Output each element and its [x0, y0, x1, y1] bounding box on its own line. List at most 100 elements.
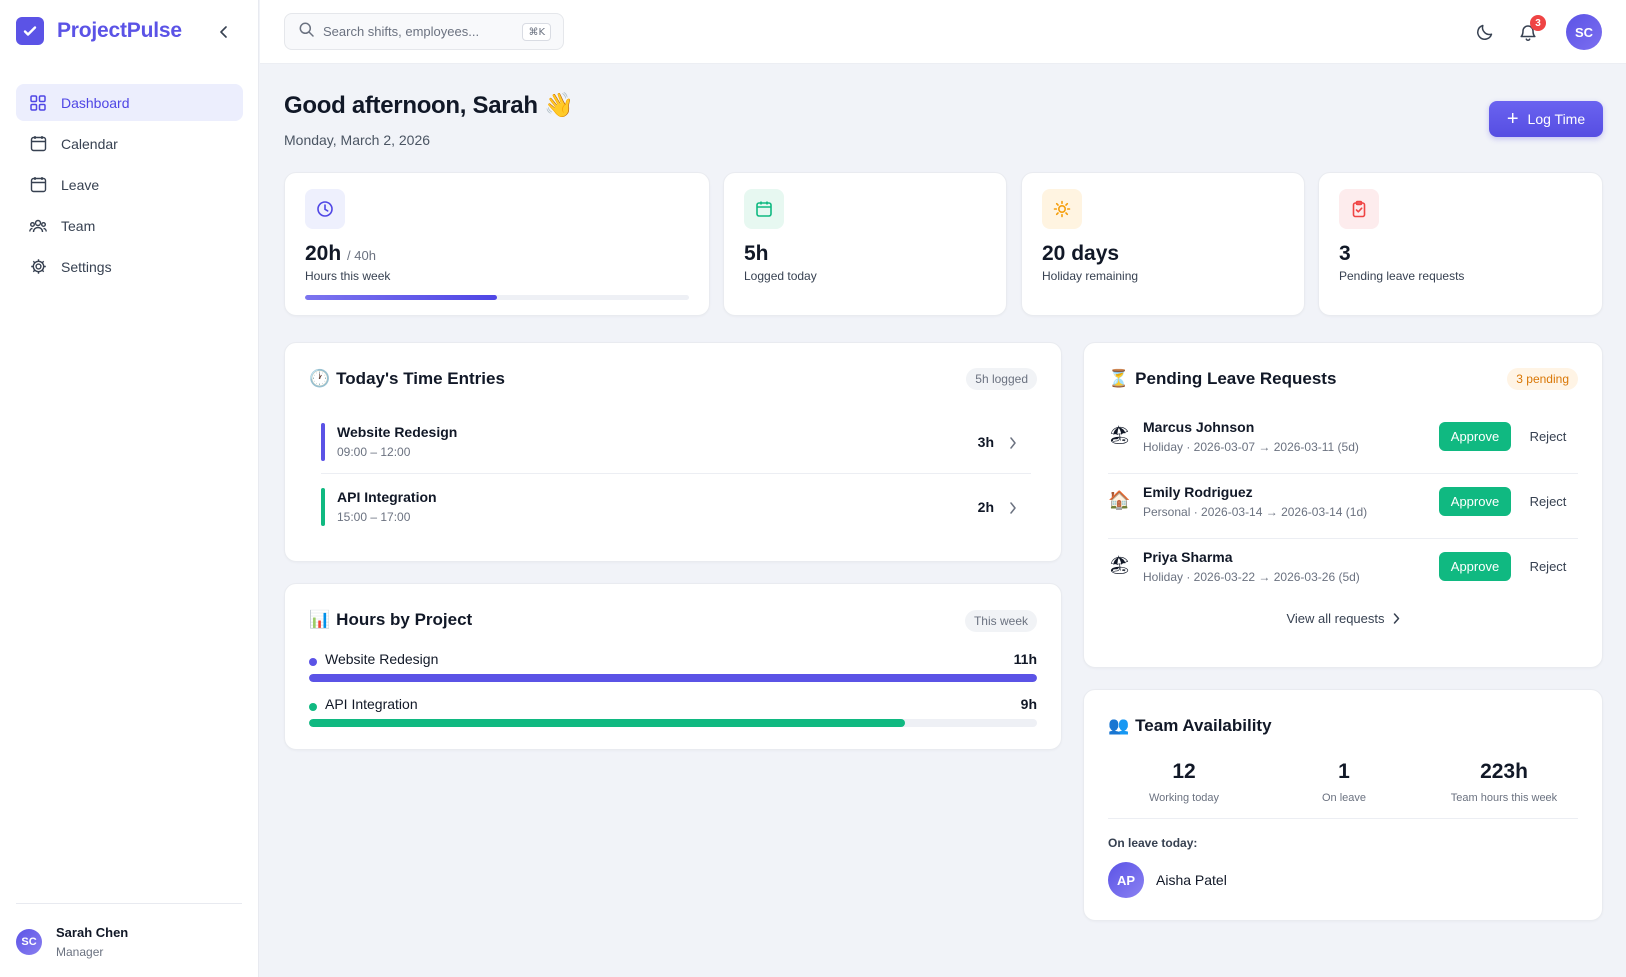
sidebar: ProjectPulse Dashboard Calendar Leave	[0, 0, 259, 977]
entry-project: Website Redesign	[337, 424, 458, 440]
search-input[interactable]: Search shifts, employees... ⌘K	[284, 13, 564, 50]
sidebar-item-label: Settings	[61, 258, 112, 275]
project-name: API Integration	[325, 696, 418, 712]
current-date: Monday, March 2, 2026	[284, 132, 431, 148]
project-bar	[309, 719, 1037, 727]
sidebar-item-calendar[interactable]: Calendar	[16, 125, 243, 162]
pending-badge: 3 pending	[1507, 368, 1578, 390]
view-all-label: View all requests	[1286, 611, 1385, 626]
stat-value: 20 days	[1042, 242, 1120, 265]
current-user[interactable]: SC Sarah Chen Manager	[16, 925, 128, 959]
sidebar-item-label: Leave	[61, 176, 100, 193]
entry-hours: 3h	[977, 434, 994, 450]
time-entry-row[interactable]: Website Redesign 09:00 – 12:00 3h	[321, 419, 1031, 471]
divider	[1108, 473, 1578, 474]
leave-request-row: 🏖 Priya Sharma Holiday · 2026-03-22 → 20…	[1108, 543, 1578, 599]
panel-title-text: Team Availability	[1135, 716, 1272, 735]
panel-title-text: Pending Leave Requests	[1135, 369, 1337, 388]
stat-label: Holiday remaining	[1042, 269, 1139, 283]
team-availability-panel: 👥 Team Availability 12 Working today 1 O…	[1083, 689, 1603, 921]
dark-mode-toggle[interactable]	[1473, 20, 1497, 44]
collapse-sidebar-button[interactable]	[214, 22, 234, 42]
reject-button[interactable]: Reject	[1529, 559, 1567, 574]
calendar-icon	[28, 175, 48, 195]
divider	[1108, 818, 1578, 819]
on-leave-person[interactable]: AP Aisha Patel	[1108, 862, 1227, 898]
sidebar-item-leave[interactable]: Leave	[16, 166, 243, 203]
stat-card-logged-today: 5h Logged today	[723, 172, 1007, 316]
sidebar-item-settings[interactable]: Settings	[16, 248, 243, 285]
avatar[interactable]: SC	[1566, 14, 1602, 50]
time-entry-row[interactable]: API Integration 15:00 – 17:00 2h	[321, 484, 1031, 536]
availability-stat: 12 Working today	[1104, 760, 1264, 804]
chevron-right-icon[interactable]	[1009, 435, 1021, 451]
project-hours: 9h	[1020, 696, 1037, 712]
chevron-right-icon	[1393, 613, 1399, 624]
request-detail: Holiday · 2026-03-22 → 2026-03-26 (5d)	[1143, 570, 1360, 584]
person-name: Aisha Patel	[1156, 872, 1227, 888]
project-bar	[309, 674, 1037, 682]
request-detail: Personal · 2026-03-14 → 2026-03-14 (1d)	[1143, 505, 1368, 519]
search-placeholder: Search shifts, employees...	[323, 24, 480, 39]
avatar: AP	[1108, 862, 1144, 898]
availability-stat: 1 On leave	[1264, 760, 1424, 804]
period-badge: This week	[964, 610, 1037, 632]
sidebar-item-dashboard[interactable]: Dashboard	[16, 84, 243, 121]
bell-icon	[1520, 24, 1536, 41]
requester-name: Priya Sharma	[1143, 549, 1233, 565]
stat-value: 20h	[305, 242, 342, 265]
stat-card-holiday: 20 days Holiday remaining	[1021, 172, 1305, 316]
stat-label: Hours this week	[305, 269, 391, 283]
stat-value: 223h	[1480, 760, 1528, 783]
panel-title: 🕐 Today's Time Entries	[309, 369, 505, 389]
stat-value: 12	[1172, 760, 1196, 783]
people-emoji-icon: 👥	[1108, 716, 1130, 736]
panel-title: 👥 Team Availability	[1108, 716, 1272, 736]
search-icon	[299, 22, 314, 42]
calendar-icon	[28, 134, 48, 154]
topbar: Search shifts, employees... ⌘K 3 SC	[260, 0, 1626, 64]
stat-card-pending-leave: 3 Pending leave requests	[1318, 172, 1603, 316]
user-role: Manager	[56, 945, 104, 959]
approve-button[interactable]: Approve	[1439, 552, 1511, 581]
sidebar-item-team[interactable]: Team	[16, 207, 243, 244]
leave-request-row: 🏠 Emily Rodriguez Personal · 2026-03-14 …	[1108, 478, 1578, 534]
stat-label: On leave	[1321, 792, 1367, 804]
logged-badge: 5h logged	[966, 368, 1037, 390]
plus-icon: +	[1506, 108, 1519, 130]
approve-button[interactable]: Approve	[1439, 487, 1511, 516]
notifications-button[interactable]: 3	[1516, 15, 1546, 44]
app-name: ProjectPulse	[57, 19, 182, 42]
calendar-icon	[744, 189, 784, 229]
approve-button[interactable]: Approve	[1439, 422, 1511, 451]
entry-time: 15:00 – 17:00	[337, 510, 411, 524]
reject-button[interactable]: Reject	[1529, 429, 1567, 444]
stat-label: Team hours this week	[1450, 792, 1558, 804]
user-name: Sarah Chen	[56, 925, 129, 940]
log-time-button[interactable]: + Log Time	[1489, 101, 1603, 137]
beach-icon: 🏖	[1108, 555, 1131, 576]
sidebar-nav: Dashboard Calendar Leave Team Settings	[16, 84, 243, 289]
divider	[1108, 538, 1578, 539]
sidebar-item-label: Calendar	[61, 135, 118, 152]
chevron-right-icon[interactable]	[1009, 500, 1021, 516]
availability-stat: 223h Team hours this week	[1424, 760, 1584, 804]
stat-sub: / 40h	[347, 248, 376, 263]
sun-icon	[1042, 189, 1082, 229]
reject-button[interactable]: Reject	[1529, 494, 1567, 509]
sidebar-divider	[16, 903, 242, 904]
clock-icon	[305, 189, 345, 229]
entry-time: 09:00 – 12:00	[337, 445, 411, 459]
entry-hours: 2h	[977, 499, 994, 515]
view-all-requests-link[interactable]: View all requests	[1084, 611, 1602, 626]
hours-by-project-panel: 📊 Hours by Project This week Website Red…	[284, 583, 1062, 750]
beach-icon: 🏖	[1108, 425, 1131, 446]
panel-title: 📊 Hours by Project	[309, 610, 472, 630]
house-icon: 🏠	[1108, 490, 1131, 511]
stat-value: 1	[1338, 760, 1350, 783]
divider	[321, 473, 1031, 474]
sidebar-item-label: Team	[61, 217, 96, 234]
pending-leave-panel: ⏳ Pending Leave Requests 3 pending 🏖 Mar…	[1083, 342, 1603, 668]
brand[interactable]: ProjectPulse	[16, 16, 182, 46]
project-name: Website Redesign	[325, 651, 439, 667]
